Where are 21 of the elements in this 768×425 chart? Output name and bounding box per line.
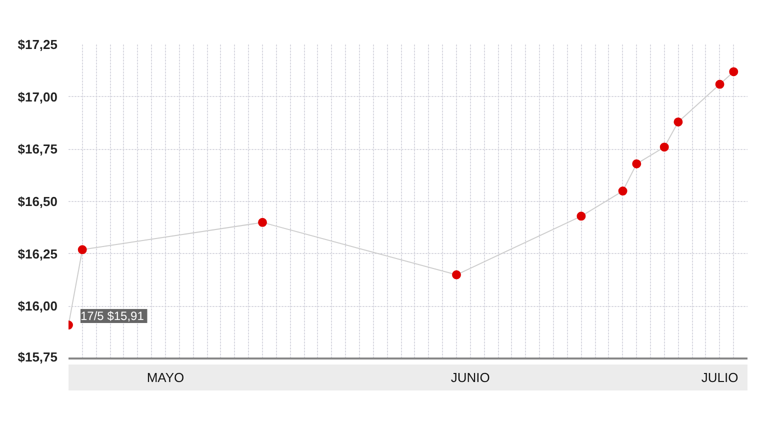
point <box>660 142 669 152</box>
point <box>576 212 586 221</box>
point <box>78 245 87 254</box>
x-tick-label: MAYO <box>146 370 184 385</box>
y-tick-label: $16,00 <box>18 298 58 314</box>
point <box>715 80 724 89</box>
point <box>674 117 683 126</box>
x-tick-label: JULIO <box>701 370 738 385</box>
point <box>632 159 642 168</box>
point <box>258 218 267 227</box>
y-tick-label: $16,75 <box>18 142 58 157</box>
point <box>618 186 628 196</box>
point <box>729 67 738 76</box>
y-tick-label: $17,25 <box>18 37 58 52</box>
y-tick-label: $17,00 <box>18 89 58 104</box>
x-tick-label: JUNIO <box>450 370 490 385</box>
y-tick-label: $16,50 <box>18 194 58 209</box>
annotation: 17/5 $15,91 <box>80 309 144 324</box>
point <box>452 270 461 280</box>
y-tick-label: $16,25 <box>18 246 58 262</box>
y-tick-label: $15,75 <box>18 350 58 364</box>
